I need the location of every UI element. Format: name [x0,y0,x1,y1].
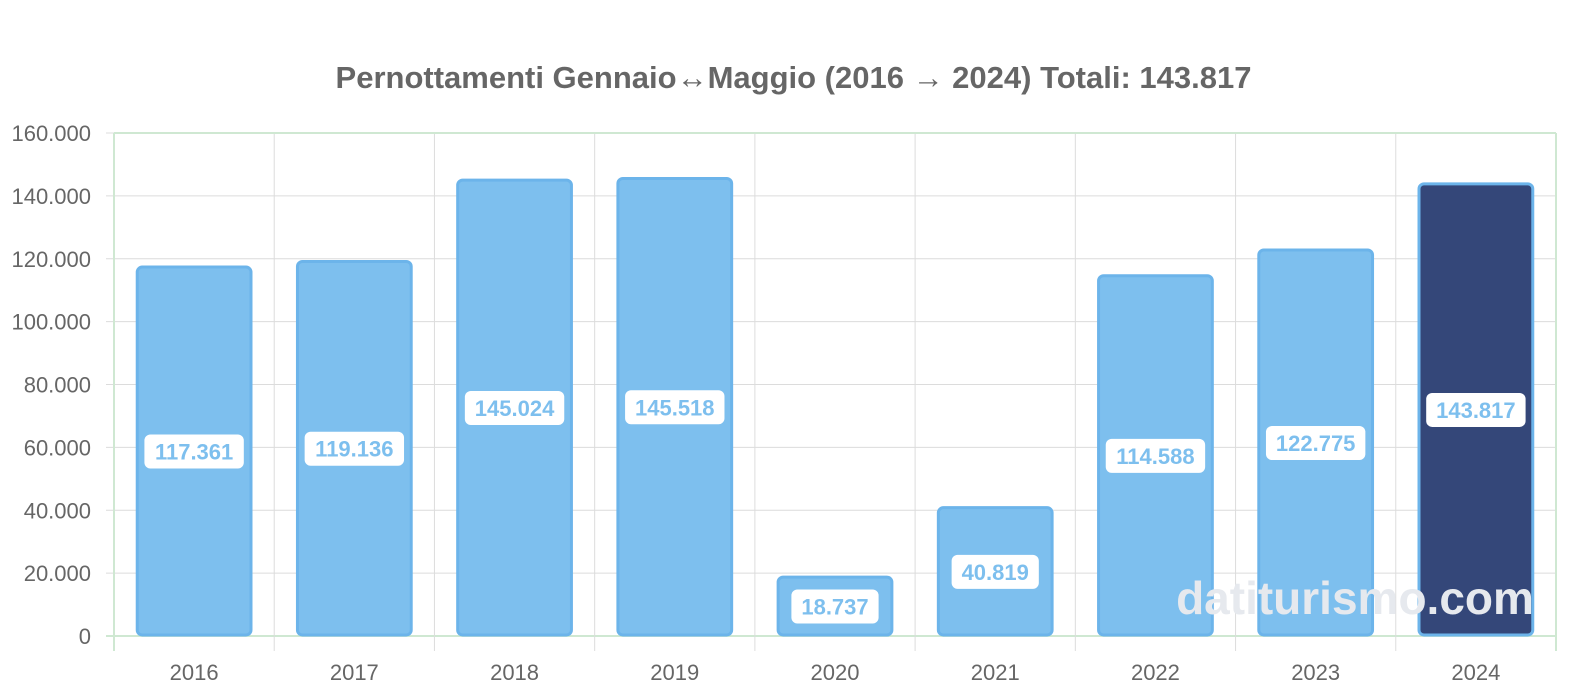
y-tick-label: 60.000 [24,435,91,460]
x-tick-label: 2020 [811,660,860,685]
data-label: 145.024 [475,396,555,421]
y-tick-label: 140.000 [11,184,91,209]
x-tick-label: 2022 [1131,660,1180,685]
data-label: 114.588 [1116,444,1194,469]
chart-title: Pernottamenti Gennaio↔Maggio (2016 → 202… [335,60,1252,95]
x-tick-label: 2019 [650,660,699,685]
data-label: 122.775 [1276,431,1356,456]
data-label: 119.136 [315,437,393,462]
data-label-bg [304,431,405,466]
data-label-bg [1426,392,1526,427]
data-label: 145.518 [635,395,715,420]
x-tick-label: 2017 [330,660,379,685]
y-tick-label: 80.000 [24,373,91,398]
data-label-bg [791,589,879,624]
y-tick-label: 0 [79,624,91,649]
data-label-bg [1265,426,1366,461]
bars-layer [135,177,1535,637]
data-label-bg [1105,438,1206,473]
watermark-text: datiturismo.com [1176,572,1534,624]
labels-layer: 2016 117.361 2017 119.136 2018 145.024 2019 145… [144,390,1526,685]
data-label-bg [951,554,1039,589]
y-tick-label: 160.000 [11,121,91,146]
data-label-bg [144,434,244,469]
y-tick-label: 120.000 [11,247,91,272]
data-label: 40.819 [962,560,1029,585]
data-label: 117.361 [155,440,233,465]
data-label-bg [625,390,725,425]
y-tick-label: 20.000 [24,561,91,586]
x-tick-label: 2024 [1451,660,1500,685]
data-label-bg [464,391,565,426]
data-label: 18.737 [801,595,868,620]
data-label: 143.817 [1436,398,1516,423]
x-tick-label: 2021 [971,660,1020,685]
x-tick-label: 2023 [1291,660,1340,685]
y-tick-label: 40.000 [24,498,91,523]
x-tick-label: 2018 [490,660,539,685]
x-tick-label: 2016 [170,660,219,685]
y-tick-label: 100.000 [11,310,91,335]
